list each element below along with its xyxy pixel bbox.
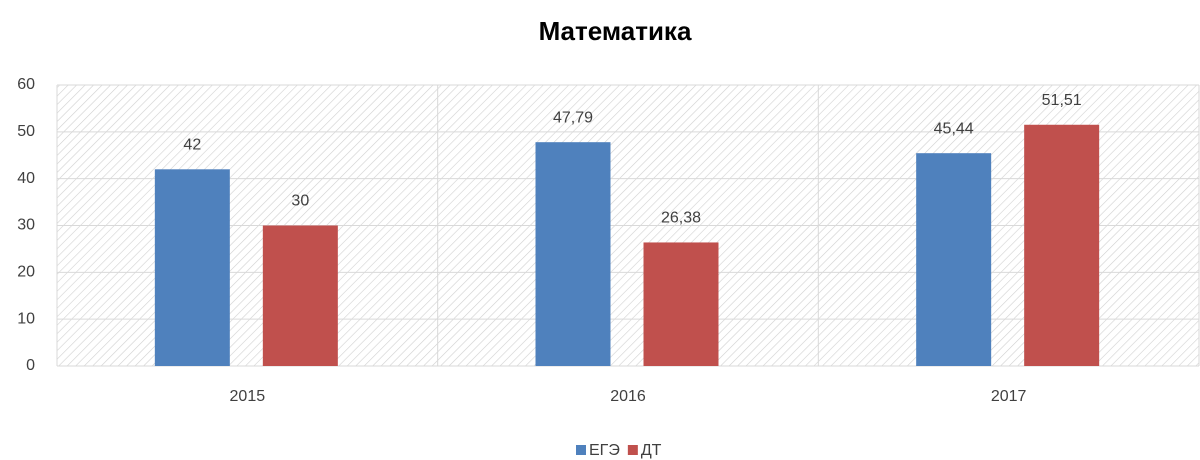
bar xyxy=(643,242,719,366)
data-label: 26,38 xyxy=(661,210,701,227)
y-tick-label: 20 xyxy=(17,264,35,281)
x-tick-label: 2016 xyxy=(610,388,646,405)
chart-title: Математика xyxy=(539,16,692,46)
y-tick-label: 40 xyxy=(17,170,35,187)
y-tick-label: 30 xyxy=(17,217,35,234)
legend-label: ЕГЭ xyxy=(589,442,620,459)
legend-swatch xyxy=(576,445,586,455)
x-tick-label: 2015 xyxy=(230,388,266,405)
bar xyxy=(916,153,992,366)
x-tick-label: 2017 xyxy=(991,388,1027,405)
bar xyxy=(262,225,338,366)
y-tick-label: 10 xyxy=(17,310,35,327)
legend-label: ДТ xyxy=(641,442,662,459)
data-label: 30 xyxy=(291,193,309,210)
data-label: 42 xyxy=(183,137,201,154)
legend-swatch xyxy=(627,445,638,455)
bar xyxy=(1024,124,1100,366)
data-label: 45,44 xyxy=(934,120,974,137)
y-tick-label: 50 xyxy=(17,123,35,140)
bar xyxy=(535,142,611,366)
data-label: 51,51 xyxy=(1042,92,1082,109)
y-tick-label: 0 xyxy=(26,357,35,374)
bar xyxy=(154,169,230,366)
data-label: 47,79 xyxy=(553,109,593,126)
y-tick-label: 60 xyxy=(17,76,35,93)
